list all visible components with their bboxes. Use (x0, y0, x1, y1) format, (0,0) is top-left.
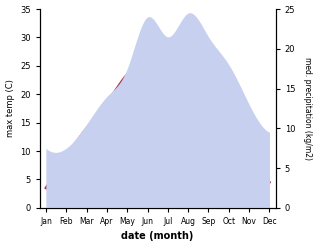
Y-axis label: med. precipitation (kg/m2): med. precipitation (kg/m2) (303, 57, 313, 160)
Y-axis label: max temp (C): max temp (C) (5, 80, 15, 137)
X-axis label: date (month): date (month) (121, 231, 194, 242)
